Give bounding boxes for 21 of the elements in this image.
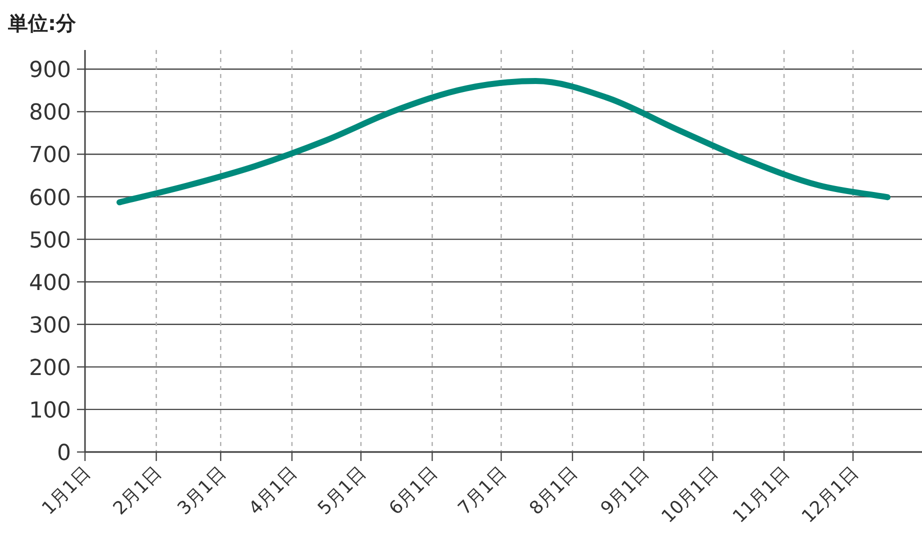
x-tick-label: 7月1日 bbox=[454, 462, 511, 520]
x-tick-label: 9月1日 bbox=[596, 462, 654, 520]
x-tick-label: 10月1日 bbox=[658, 462, 722, 528]
y-axis-title: 単位:分 bbox=[7, 11, 77, 35]
x-tick-label: 5月1日 bbox=[314, 462, 370, 520]
x-tick-label: 12月1日 bbox=[798, 462, 863, 528]
x-tick-label: 4月1日 bbox=[244, 462, 302, 520]
y-tick-label: 700 bbox=[29, 143, 71, 168]
x-tick-label: 6月1日 bbox=[385, 462, 442, 520]
x-tick-label: 3月1日 bbox=[174, 462, 230, 520]
y-tick-label: 800 bbox=[29, 100, 71, 126]
y-tick-label: 400 bbox=[29, 270, 71, 296]
x-tick-label: 8月1日 bbox=[526, 462, 582, 520]
y-tick-label: 100 bbox=[29, 398, 71, 424]
x-tick-label: 2月1日 bbox=[109, 462, 166, 520]
y-tick-label: 500 bbox=[29, 228, 71, 254]
y-tick-label: 200 bbox=[29, 356, 71, 381]
y-tick-label: 300 bbox=[29, 313, 71, 338]
x-tick-label: 11月1日 bbox=[728, 462, 794, 528]
y-tick-label: 900 bbox=[29, 58, 71, 84]
y-tick-label: 600 bbox=[29, 186, 71, 211]
